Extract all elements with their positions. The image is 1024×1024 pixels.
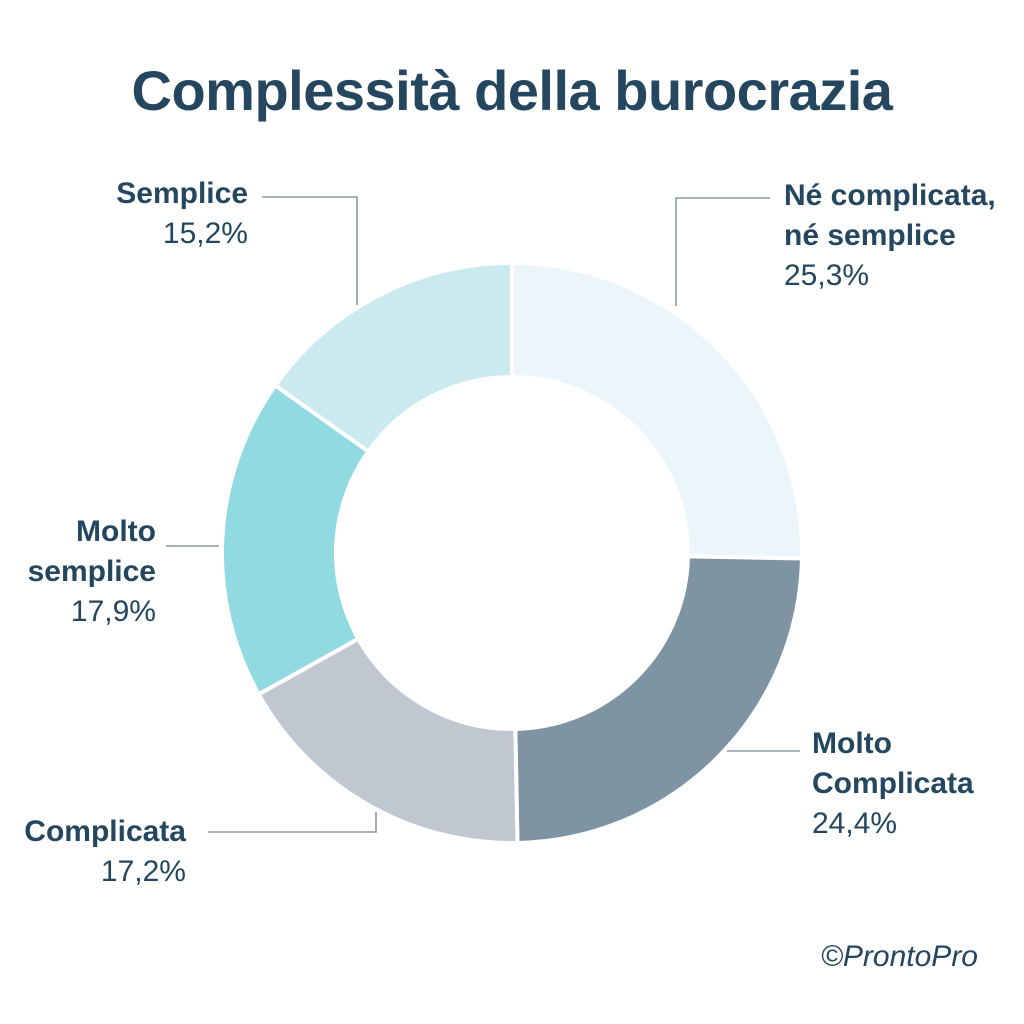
label-very-simple: Molto semplice 17,9%	[28, 512, 156, 632]
slice-complicated	[256, 636, 520, 845]
label-simple: Semplice 15,2%	[116, 174, 248, 254]
slice-very-simple	[220, 382, 372, 698]
label-complicated-name: Complicata	[24, 815, 186, 848]
chart-title: Complessità della burocrazia	[131, 59, 893, 122]
slice-neither	[510, 260, 804, 561]
slice-very-complicated	[513, 554, 804, 845]
label-simple-name: Semplice	[116, 177, 248, 210]
credit-text: ©ProntoPro	[820, 940, 978, 973]
leader-neither	[675, 197, 770, 306]
label-very-complicated-name: Molto Complicata	[812, 727, 974, 800]
label-very-simple-name: Molto semplice	[27, 515, 156, 588]
label-very-simple-value: 17,9%	[70, 595, 156, 628]
leader-simple	[262, 196, 358, 305]
slice-simple	[272, 260, 514, 455]
label-neither-name: Né complicata, né semplice	[784, 179, 996, 252]
label-neither: Né complicata, né semplice 25,3%	[784, 176, 996, 296]
label-complicated: Complicata 17,2%	[24, 812, 186, 892]
label-simple-value: 15,2%	[162, 217, 248, 250]
label-very-complicated-value: 24,4%	[812, 807, 898, 840]
leader-complicated	[208, 812, 377, 833]
label-complicated-value: 17,2%	[100, 855, 186, 888]
label-neither-value: 25,3%	[784, 259, 870, 292]
label-very-complicated: Molto Complicata 24,4%	[812, 724, 974, 844]
